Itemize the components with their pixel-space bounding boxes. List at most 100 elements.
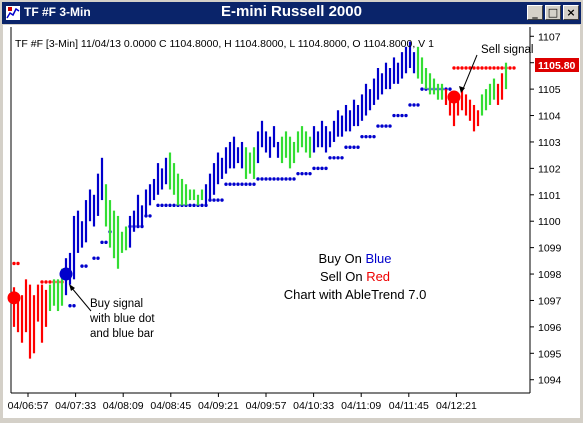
buy-signal-dot bbox=[59, 267, 73, 281]
trend-stop-dot bbox=[160, 203, 164, 208]
y-tick-label: 1103 bbox=[538, 137, 561, 149]
trend-stop-dot bbox=[420, 87, 424, 91]
sell-annotation-label: Sell signal bbox=[481, 44, 533, 56]
window-title: E-mini Russell 2000 bbox=[221, 3, 362, 20]
y-tick-label: 1095 bbox=[538, 348, 562, 360]
trend-stop-dot bbox=[172, 203, 176, 208]
current-price-label: 1105.80 bbox=[538, 60, 576, 72]
trend-stop-dot bbox=[484, 66, 488, 70]
trend-stop-dot bbox=[296, 171, 300, 176]
trend-stop-dot bbox=[316, 166, 320, 171]
y-tick-label: 1101 bbox=[538, 190, 561, 202]
legend-sell-line: Sell On Red bbox=[320, 269, 390, 284]
trend-stop-dot bbox=[260, 177, 264, 181]
trend-stop-dot bbox=[360, 134, 364, 139]
maximize-button[interactable]: □ bbox=[545, 5, 561, 20]
trend-stop-dot bbox=[472, 66, 476, 70]
trend-stop-dot bbox=[324, 166, 328, 171]
trend-stop-dot bbox=[500, 66, 504, 70]
y-tick-label: 1104 bbox=[538, 111, 561, 123]
trend-stop-dot bbox=[224, 182, 228, 186]
trend-stop-dot bbox=[312, 166, 316, 171]
y-tick-label: 1096 bbox=[538, 322, 562, 334]
trend-stop-dot bbox=[344, 145, 348, 149]
trend-stop-dot bbox=[388, 124, 392, 128]
trend-stop-dot bbox=[384, 124, 388, 128]
trend-stop-dot bbox=[320, 166, 324, 171]
trend-stop-dot bbox=[496, 66, 500, 70]
window-symbol-title: TF #F 3-Min bbox=[24, 5, 91, 19]
trend-stop-dot bbox=[236, 182, 240, 186]
trend-stop-dot bbox=[192, 203, 196, 208]
trend-stop-dot bbox=[368, 134, 372, 139]
chart-app-icon bbox=[6, 6, 20, 20]
trend-stop-dot bbox=[72, 304, 76, 308]
buy-annotation: Buy signal with blue dot and blue bar bbox=[69, 284, 155, 340]
trend-stop-dot bbox=[212, 198, 216, 202]
trend-stop-dot bbox=[352, 145, 356, 149]
trend-stop-dot bbox=[232, 182, 236, 186]
trend-stop-dot bbox=[408, 103, 412, 107]
trend-stop-dot bbox=[148, 214, 152, 218]
trend-stop-dot bbox=[156, 203, 160, 208]
trend-stop-dot bbox=[380, 124, 384, 128]
trend-stop-dot bbox=[396, 113, 400, 118]
trend-stop-dot bbox=[84, 264, 88, 268]
trend-stop-dot bbox=[40, 280, 44, 284]
trend-stop-dot bbox=[488, 66, 492, 70]
close-button[interactable]: × bbox=[563, 5, 579, 20]
signal-legend: Buy On Blue Sell On Red Chart with AbleT… bbox=[284, 251, 427, 302]
chart-area[interactable]: 1107110611051104110311021101110010991098… bbox=[3, 25, 580, 418]
title-bar[interactable]: TF #F 3-Min E-mini Russell 2000 _ □ × bbox=[2, 2, 581, 24]
trend-stop-dot bbox=[220, 198, 224, 202]
trend-stop-dot bbox=[512, 66, 516, 70]
trend-stop-dot bbox=[452, 66, 456, 70]
trend-stop-dot bbox=[348, 145, 352, 149]
trend-stop-dot bbox=[308, 171, 312, 176]
trend-stop-dot bbox=[288, 177, 292, 181]
x-tick-label: 04/08:45 bbox=[150, 400, 191, 412]
buy-annotation-line-2: with blue dot bbox=[89, 313, 155, 325]
trend-stop-dot bbox=[280, 177, 284, 181]
x-tick-label: 04/11:09 bbox=[341, 400, 381, 412]
x-tick-label: 04/07:33 bbox=[55, 400, 96, 412]
trend-stop-dot bbox=[460, 66, 464, 70]
trend-stop-dot bbox=[168, 203, 172, 208]
x-tick-label: 04/09:21 bbox=[198, 400, 239, 412]
trend-stop-dot bbox=[356, 145, 360, 149]
ohlc-info-line: TF #F [3-Min] 11/04/13 0.0000 C 1104.800… bbox=[15, 38, 434, 50]
trend-stop-dot bbox=[96, 256, 100, 260]
trend-stop-dot bbox=[276, 177, 280, 181]
y-tick-label: 1107 bbox=[538, 31, 561, 43]
trend-stop-dot bbox=[272, 177, 276, 181]
x-tick-label: 04/09:57 bbox=[246, 400, 287, 412]
trend-stop-dot bbox=[336, 156, 340, 160]
trend-stop-dot bbox=[340, 156, 344, 160]
trend-stop-dot bbox=[44, 280, 48, 284]
y-tick-label: 1099 bbox=[538, 243, 562, 255]
buy-annotation-line-1: Buy signal bbox=[90, 298, 143, 310]
y-tick-label: 1102 bbox=[538, 163, 561, 175]
trend-stop-dot bbox=[400, 113, 404, 118]
x-tick-label: 04/08:09 bbox=[103, 400, 144, 412]
trend-stop-dot bbox=[200, 203, 204, 208]
trend-stop-dot bbox=[392, 113, 396, 118]
trend-stop-dot bbox=[508, 66, 512, 70]
trend-stop-dot bbox=[328, 156, 332, 160]
trend-stop-dot bbox=[256, 177, 260, 181]
price-chart[interactable]: 1107110611051104110311021101110010991098… bbox=[3, 25, 580, 418]
trend-stop-dot bbox=[248, 182, 252, 186]
trend-stop-dot bbox=[164, 203, 168, 208]
minimize-button[interactable]: _ bbox=[527, 5, 543, 20]
buy-annotation-line-3: and blue bar bbox=[90, 328, 154, 340]
trend-stop-dot bbox=[68, 304, 72, 308]
legend-buy-line: Buy On Blue bbox=[319, 251, 392, 266]
trend-stop-dot bbox=[12, 261, 16, 266]
trend-stop-dot bbox=[464, 66, 468, 70]
trend-stop-dot bbox=[480, 66, 484, 70]
trend-stop-dot bbox=[216, 198, 220, 202]
trend-stop-dot bbox=[252, 182, 256, 186]
trend-stop-dot bbox=[456, 66, 460, 70]
price-marker: 1105.80 bbox=[535, 58, 579, 72]
